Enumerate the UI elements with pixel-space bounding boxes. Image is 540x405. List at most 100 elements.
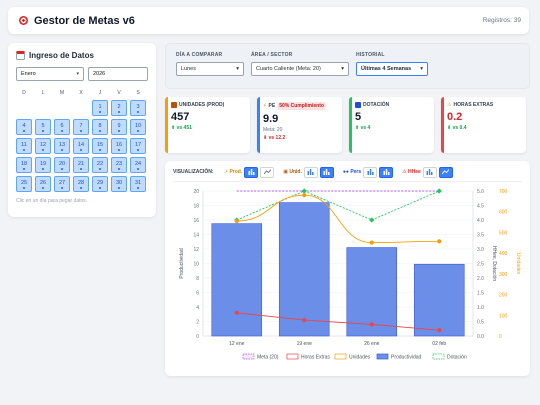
calendar-day[interactable]: 13: [54, 138, 70, 154]
calendar-day[interactable]: 7: [73, 119, 89, 135]
calendar-day[interactable]: 11: [16, 138, 32, 154]
historial-select[interactable]: Últimas 4 Semanas ▾: [356, 62, 428, 76]
weekday-label: S: [136, 90, 140, 96]
y-tick-label: 12: [193, 247, 199, 253]
warning-icon: ⚠: [447, 102, 452, 108]
calendar-day[interactable]: 23: [111, 157, 127, 173]
horas-extras-point: [234, 310, 239, 315]
kpi-dotacion-label: DOTACIÓN: [363, 102, 390, 108]
calendar-day[interactable]: 12: [35, 138, 51, 154]
x-tick-label: 02 feb: [432, 341, 446, 347]
calendar-grid: 1 2 3 4 5 6 7 8 9 10 11 12 13 14 15 16 17 18 19 20 21 22 23 24 2…: [16, 100, 148, 192]
y2-tick-label: 3.0: [477, 247, 484, 253]
y2-tick-label: 3.5: [477, 233, 484, 239]
kpi-dotacion-value: 5: [355, 111, 362, 123]
chart-card: VISUALIZACIÓN: ⚡ Prod. ▣ Unid. ●● Pers ⚠…: [165, 161, 530, 376]
kpi-row: UNIDADES (PROD) 457 ⬆ vs 451 ⚡ PE 50% Cump…: [165, 97, 530, 153]
calendar-day[interactable]: 26: [35, 176, 51, 192]
calendar-day[interactable]: 24: [130, 157, 146, 173]
calendar-hint: Clic en un día para pegar datos.: [16, 198, 88, 204]
calendar-day[interactable]: 18: [16, 157, 32, 173]
calendar-day[interactable]: 6: [54, 119, 70, 135]
calendar-day[interactable]: 19: [35, 157, 51, 173]
chevron-down-icon: ▾: [236, 66, 239, 72]
calendar-blank: [35, 100, 51, 116]
calendar-day[interactable]: 20: [54, 157, 70, 173]
line-chart-icon: [442, 169, 450, 175]
calendar-day[interactable]: 22: [92, 157, 108, 173]
area-label: ÁREA / SECTOR: [251, 52, 293, 58]
y-tick-label: 14: [193, 233, 199, 239]
bar-chart-icon: [426, 169, 433, 175]
bar-chart-toggle[interactable]: [422, 166, 437, 178]
y3-tick-label: 500: [499, 230, 508, 236]
kpi-horas-value: 0.2: [447, 111, 463, 123]
legend-swatch: [376, 353, 389, 360]
calendar-day[interactable]: 21: [73, 157, 89, 173]
calendar-blank: [54, 100, 70, 116]
calendar-day[interactable]: 25: [16, 176, 32, 192]
calendar-blank: [73, 100, 89, 116]
dia-select[interactable]: Lunes ▾: [176, 62, 244, 76]
calendar-day[interactable]: 2: [111, 100, 127, 116]
weekday-label: M: [59, 90, 65, 96]
calendar-day[interactable]: 4: [16, 119, 32, 135]
productividad-bar: [346, 247, 398, 337]
line-chart-toggle[interactable]: [319, 166, 334, 178]
vis-prod-label: ⚡ Prod.: [224, 169, 243, 175]
horas-extras-point: [437, 328, 442, 333]
calendar-day[interactable]: 9: [111, 119, 127, 135]
calendar-day[interactable]: 27: [54, 176, 70, 192]
calendar-day[interactable]: 28: [73, 176, 89, 192]
calendar-day[interactable]: 8: [92, 119, 108, 135]
kpi-pe-meta: Meta: 20: [263, 127, 283, 133]
y3-tick-label: 200: [499, 293, 508, 299]
y2-tick-label: 0.0: [477, 334, 484, 340]
bar-chart-toggle[interactable]: [363, 166, 378, 178]
calendar-day[interactable]: 14: [73, 138, 89, 154]
calendar-day[interactable]: 1: [92, 100, 108, 116]
legend-label: Meta (20): [257, 355, 279, 361]
kpi-pe-label: PE: [268, 103, 276, 109]
area-select[interactable]: Cuarto Caliente (Meta: 20) ▾: [251, 62, 349, 76]
calendar-day[interactable]: 30: [111, 176, 127, 192]
y3-axis-title: Unidades: [515, 253, 521, 275]
legend-label: Productividad: [391, 355, 422, 361]
weekday-label: J: [98, 90, 102, 96]
calendar-day[interactable]: 31: [130, 176, 146, 192]
month-select-value: Enero: [21, 71, 36, 77]
y3-tick-label: 0: [499, 334, 502, 340]
dotacion-point: [301, 188, 307, 194]
y2-tick-label: 5.0: [477, 189, 484, 195]
line-chart-toggle[interactable]: [260, 166, 275, 178]
month-select[interactable]: Enero ▾: [16, 67, 84, 81]
calendar-day[interactable]: 10: [130, 119, 146, 135]
target-icon: [18, 15, 29, 26]
year-input[interactable]: 2026: [88, 67, 148, 81]
bar-chart-icon: [383, 169, 390, 175]
calendar-day[interactable]: 5: [35, 119, 51, 135]
kpi-accent-bar: [441, 97, 444, 153]
calendar-day[interactable]: 3: [130, 100, 146, 116]
calendar-day[interactable]: 16: [111, 138, 127, 154]
x-tick-label: 26 ene: [364, 341, 380, 347]
bar-chart-toggle[interactable]: [244, 166, 259, 178]
bar-chart-toggle[interactable]: [303, 166, 318, 178]
legend-label: Horas Extras: [301, 355, 330, 361]
y2-tick-label: 4.0: [477, 218, 484, 224]
calendar-day[interactable]: 15: [92, 138, 108, 154]
y-axis-title: Productividad: [179, 248, 185, 279]
bolt-icon: ⚡: [263, 103, 267, 109]
calendar-day[interactable]: 29: [92, 176, 108, 192]
weekday-label: X: [79, 90, 83, 96]
legend-swatch: [432, 353, 445, 360]
legend-label: Dotación: [447, 355, 467, 361]
line-chart-toggle[interactable]: [438, 166, 453, 178]
calendar-day[interactable]: 17: [130, 138, 146, 154]
line-chart-toggle[interactable]: [379, 166, 394, 178]
vis-pers-name: Pers: [350, 169, 362, 175]
x-tick-label: 19 ene: [297, 341, 313, 347]
productivity-chart: 0 2 4 6 8 10 12 14 16 18 20 0.0 0.5 1.0 1.5 2.0 2.5 3.0 3.…: [179, 188, 521, 361]
weekday-label: V: [117, 90, 121, 96]
